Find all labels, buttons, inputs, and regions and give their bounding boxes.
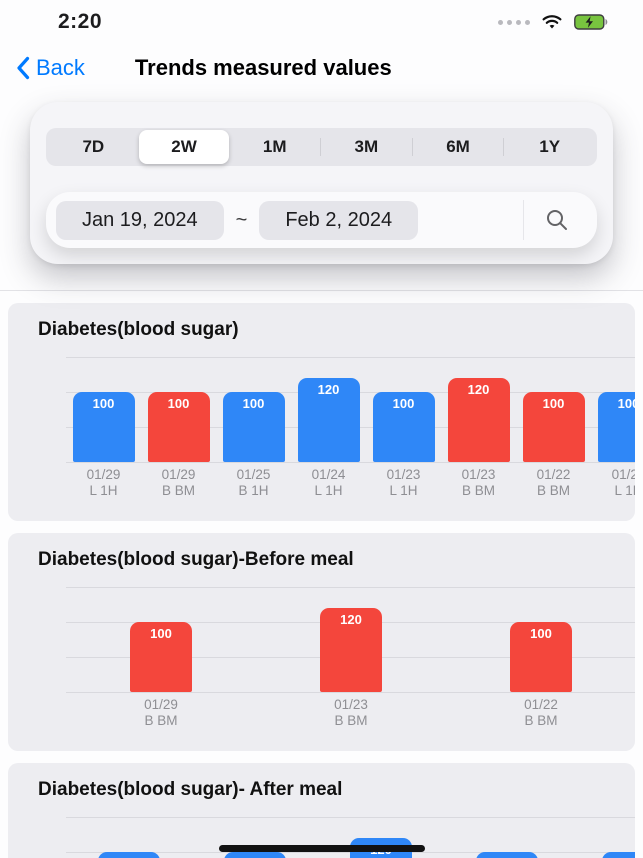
bar[interactable]: 100 (602, 852, 635, 858)
bar-slot: 100 (66, 817, 192, 858)
bar-value-label: 100 (242, 396, 265, 411)
bar-value-label: 120 (317, 382, 340, 397)
bar-value-label: 100 (542, 396, 565, 411)
gridline (66, 462, 635, 463)
bar[interactable]: 100 (72, 392, 135, 462)
section-divider (0, 290, 643, 291)
bar-value-label: 100 (617, 396, 635, 411)
chart-card: Diabetes(blood sugar)05010015010001/29L … (8, 303, 635, 521)
back-label: Back (36, 55, 85, 80)
x-axis-label: 01/22 B BM (524, 697, 558, 728)
bar-value-label: 100 (150, 626, 172, 641)
bar-value-label: 100 (602, 856, 635, 858)
bar-slot: 100 (444, 817, 570, 858)
chart-card: Diabetes(blood sugar)-Before meal0501001… (8, 533, 635, 751)
bar-value-label: 100 (392, 396, 415, 411)
segment-divider (503, 138, 505, 156)
bar-slot: 100 (570, 817, 635, 858)
bar-slot: 100 01/23 L 1H (366, 357, 441, 498)
chevron-left-icon (17, 56, 30, 80)
range-segmented-control: 7D 2W 1M 3M 6M 1Y (46, 128, 597, 166)
status-bar: 2:20 (0, 0, 643, 44)
gridline (66, 587, 635, 588)
bar[interactable]: 100 (522, 392, 585, 462)
gridline (66, 692, 635, 693)
bar-value-label: 120 (467, 382, 490, 397)
x-axis-label: 01/29 B BM (144, 697, 178, 728)
bar-slot: 100 01/22 B BM (516, 357, 591, 498)
bar-value-label: 120 (340, 612, 362, 627)
segment-7d[interactable]: 7D (82, 137, 105, 156)
segment-1y[interactable]: 1Y (539, 137, 561, 156)
search-icon (546, 210, 567, 230)
bar-value-label: 100 (167, 396, 190, 411)
x-axis-label: 01/21L 1H (611, 467, 635, 498)
bar-value-label: 100 (530, 626, 552, 641)
page-title: Trends measured values (134, 55, 392, 80)
search-button[interactable] (523, 200, 589, 240)
bar-slot: 120 01/24 L 1H (291, 357, 366, 498)
bar-slot: 100 01/29 B BM (141, 357, 216, 498)
chart-title: Diabetes(blood sugar)-Before meal (38, 549, 354, 570)
bar[interactable]: 100 (372, 392, 435, 462)
bar[interactable]: 100 (224, 852, 286, 858)
bar-value-label: 100 (92, 396, 115, 411)
chart-title: Diabetes(blood sugar) (38, 319, 239, 340)
x-axis-label: 01/23 B BM (334, 697, 368, 728)
segment-divider (411, 138, 413, 156)
x-axis-label: 01/29 L 1H (86, 467, 121, 498)
bar-value-label: 100 (476, 856, 538, 858)
wifi-icon (542, 15, 562, 29)
gridline (66, 817, 635, 818)
bar-slot: 120 01/23 B BM (256, 587, 446, 728)
bar[interactable]: 100 (98, 852, 160, 858)
bar[interactable]: 120 (297, 378, 360, 462)
end-date-field[interactable]: Feb 2, 2024 (259, 200, 419, 240)
bar-slot: 100 (192, 817, 318, 858)
bar-slot: 100 01/29 B BM (66, 587, 256, 728)
bar[interactable]: 100 (222, 392, 285, 462)
bar-slot: 100 01/25 B 1H (216, 357, 291, 498)
bar[interactable]: 100 (147, 392, 210, 462)
bar-slot: 120 01/23 B BM (441, 357, 516, 498)
x-axis-label: 01/23 B BM (461, 467, 496, 498)
segment-3m[interactable]: 3M (354, 137, 379, 156)
start-date-field[interactable]: Jan 19, 2024 (56, 200, 224, 240)
x-axis-label: 01/24 L 1H (311, 467, 346, 498)
bar[interactable]: 100 (510, 622, 572, 692)
status-time: 2:20 (58, 10, 103, 33)
chart-title: Diabetes(blood sugar)- After meal (38, 779, 343, 800)
x-axis-label: 01/23 L 1H (386, 467, 421, 498)
segment-6m[interactable]: 6M (446, 137, 470, 156)
bar-slot: 100 01/21L 1H (591, 357, 635, 498)
date-range-separator: ~ (235, 208, 248, 231)
gridline (66, 357, 635, 358)
segment-2w[interactable]: 2W (138, 130, 230, 164)
bar-value-label: 100 (224, 856, 286, 858)
bar-value-label: 100 (98, 856, 160, 858)
x-axis-label: 01/29 B BM (161, 467, 196, 498)
chart-card: Diabetes(blood sugar)- After meal0501001… (8, 763, 635, 858)
bar-slot: 100 01/22 B BM (446, 587, 635, 728)
battery-charging-icon (574, 14, 608, 30)
bar[interactable]: 120 (447, 378, 510, 462)
x-axis-label: 01/22 B BM (536, 467, 571, 498)
bar[interactable]: 100 (597, 392, 635, 462)
back-button[interactable]: Back (16, 55, 85, 81)
date-range-row: Jan 19, 2024 ~ Feb 2, 2024 (46, 192, 597, 248)
bar[interactable]: 100 (130, 622, 192, 692)
bar[interactable]: 100 (476, 852, 538, 858)
segment-1m[interactable]: 1M (262, 137, 287, 156)
charts-list: Diabetes(blood sugar)05010015010001/29L … (0, 297, 643, 858)
filter-controls-card: 7D 2W 1M 3M 6M 1Y Jan 19, 2024 ~ Feb 2, … (30, 102, 613, 264)
bar[interactable]: 120 (320, 608, 382, 692)
cellular-signal-icon (498, 19, 530, 25)
x-axis-label: 01/25 B 1H (236, 467, 271, 498)
nav-bar: Back Trends measured values (0, 44, 643, 92)
bar-slot: 100 01/29 L 1H (66, 357, 141, 498)
home-indicator[interactable] (218, 845, 425, 852)
segment-divider (320, 138, 322, 156)
